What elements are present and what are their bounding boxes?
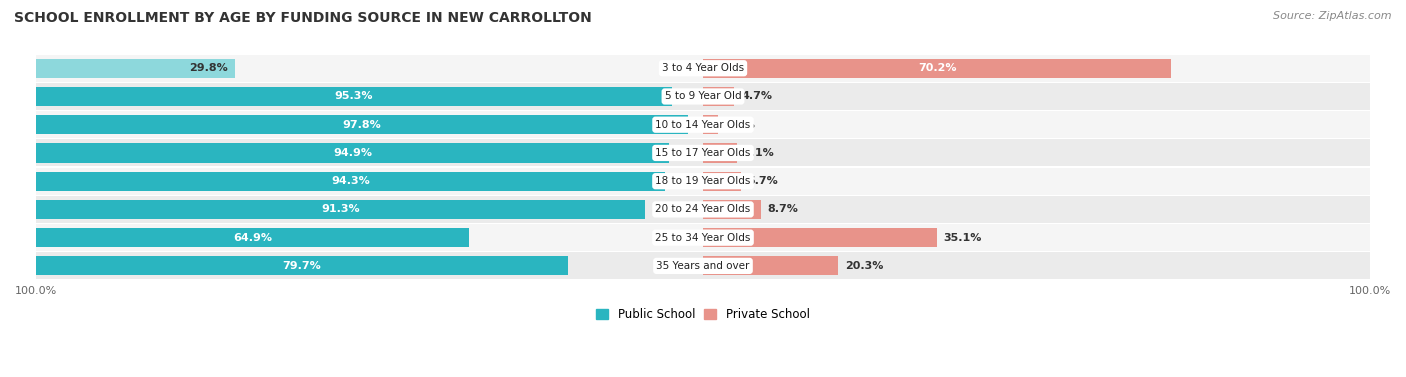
Bar [703,172,741,191]
Bar [37,115,689,134]
Bar [703,87,734,106]
Text: SCHOOL ENROLLMENT BY AGE BY FUNDING SOURCE IN NEW CARROLLTON: SCHOOL ENROLLMENT BY AGE BY FUNDING SOUR… [14,11,592,25]
Text: 10 to 14 Year Olds: 10 to 14 Year Olds [655,120,751,130]
Text: 35.1%: 35.1% [943,233,983,243]
Bar [703,200,761,219]
Bar [703,256,838,276]
Bar [37,256,568,276]
Text: 4.7%: 4.7% [741,92,772,101]
Bar [37,228,470,247]
Text: 25 to 34 Year Olds: 25 to 34 Year Olds [655,233,751,243]
Text: 20.3%: 20.3% [845,261,883,271]
Bar [37,139,1369,167]
Bar [703,228,936,247]
Bar [37,87,672,106]
Text: 3 to 4 Year Olds: 3 to 4 Year Olds [662,63,744,73]
Bar [37,196,1369,223]
Text: 70.2%: 70.2% [918,63,956,73]
Text: 8.7%: 8.7% [768,204,799,215]
Text: 29.8%: 29.8% [190,63,228,73]
Bar [703,115,717,134]
Text: 95.3%: 95.3% [335,92,373,101]
Bar [37,55,1369,82]
Text: 5 to 9 Year Old: 5 to 9 Year Old [665,92,741,101]
Bar [703,143,737,162]
Bar [37,143,669,162]
Text: 35 Years and over: 35 Years and over [657,261,749,271]
Text: Source: ZipAtlas.com: Source: ZipAtlas.com [1274,11,1392,21]
Bar [37,200,645,219]
Text: 94.9%: 94.9% [333,148,373,158]
Bar [37,224,1369,251]
Text: 5.1%: 5.1% [744,148,775,158]
Text: 97.8%: 97.8% [343,120,381,130]
Text: 18 to 19 Year Olds: 18 to 19 Year Olds [655,176,751,186]
Bar [37,111,1369,138]
Bar [37,83,1369,110]
Text: 64.9%: 64.9% [233,233,271,243]
Bar [37,172,665,191]
Text: 91.3%: 91.3% [321,204,360,215]
Bar [37,252,1369,279]
Text: 94.3%: 94.3% [332,176,370,186]
Text: 5.7%: 5.7% [748,176,779,186]
Text: 15 to 17 Year Olds: 15 to 17 Year Olds [655,148,751,158]
Bar [37,59,235,78]
Text: 2.2%: 2.2% [724,120,755,130]
Text: 79.7%: 79.7% [283,261,321,271]
Bar [37,168,1369,195]
Text: 20 to 24 Year Olds: 20 to 24 Year Olds [655,204,751,215]
Legend: Public School, Private School: Public School, Private School [592,303,814,326]
Bar [703,59,1171,78]
